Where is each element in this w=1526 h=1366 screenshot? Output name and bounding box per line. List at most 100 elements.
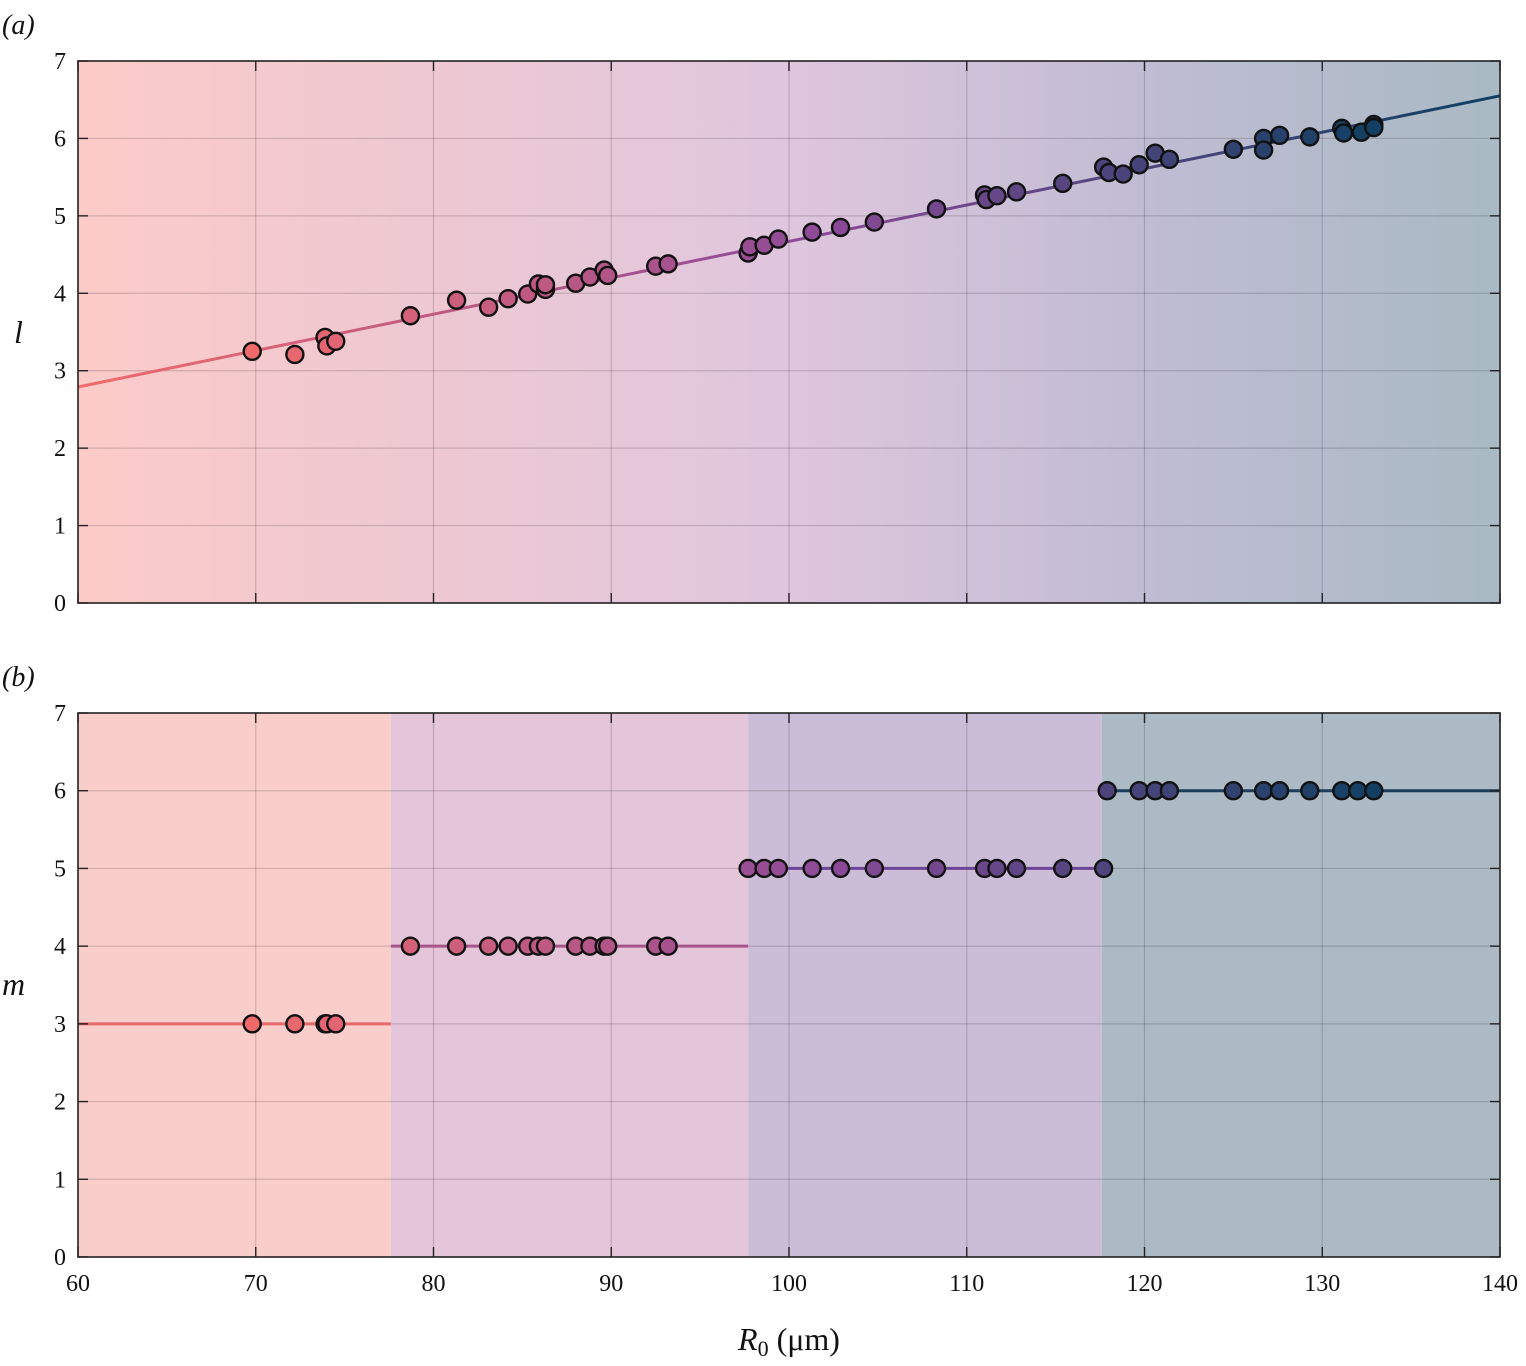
data-point (1159, 149, 1180, 170)
data-point (802, 858, 822, 879)
band-m4 (390, 713, 749, 1257)
data-point (1269, 125, 1290, 146)
data-point (1006, 182, 1027, 202)
x-tick-label: 100 (771, 1271, 807, 1297)
data-point (1253, 781, 1274, 801)
data-point (1129, 781, 1149, 801)
data-point (1129, 155, 1149, 175)
data-point (1093, 858, 1114, 879)
data-point (926, 858, 947, 879)
data-point (478, 936, 499, 956)
y-tick-label: 0 (54, 1245, 66, 1271)
y-tick-label: 3 (54, 1012, 66, 1038)
data-point (658, 254, 678, 274)
y-tick-label: 3 (54, 359, 66, 385)
data-point (1364, 117, 1384, 138)
y-tick-label: 7 (54, 701, 66, 727)
y-tick-label: 2 (54, 1090, 66, 1116)
data-point (1300, 781, 1320, 801)
data-point (864, 858, 885, 879)
band-m5 (748, 713, 1102, 1257)
data-point (285, 344, 305, 365)
panel-b-ticks (77, 712, 1501, 1258)
data-point (1223, 139, 1244, 159)
panel-b: 0 1 2 3 4 5 6 7 60 70 80 90 100 110 120 130 140 (b) m R… (2, 662, 1518, 1361)
data-point (498, 289, 518, 309)
data-point (1053, 173, 1073, 194)
data-point (242, 1014, 262, 1034)
data-point (535, 275, 556, 295)
panel-b-label: (b) (2, 662, 35, 693)
data-point (1097, 781, 1117, 801)
band-m6 (1101, 713, 1500, 1257)
data-point (242, 341, 262, 362)
panel-a-ticks (77, 60, 1501, 604)
panel-a-grid (78, 61, 1500, 603)
data-point (830, 858, 851, 879)
y-tick-label: 4 (54, 934, 66, 960)
data-point (1006, 858, 1027, 879)
x-tick-label: 130 (1304, 1271, 1340, 1297)
panel-a-points (242, 114, 1384, 365)
data-point (1223, 781, 1244, 801)
data-point (802, 222, 822, 242)
y-tick-label: 0 (54, 591, 66, 617)
y-tick-label: 1 (54, 1167, 66, 1193)
x-tick-label: 60 (66, 1271, 90, 1297)
panel-b-bands (78, 713, 1500, 1257)
data-point (864, 212, 885, 232)
data-point (1364, 781, 1384, 801)
data-point (1300, 127, 1320, 147)
data-point (326, 331, 346, 351)
data-point (1348, 781, 1368, 801)
data-point (597, 265, 618, 286)
panel-b-y-tick-labels: 0 1 2 3 4 5 6 7 (54, 701, 66, 1271)
panel-b-y-axis-label: m (2, 966, 25, 1002)
band-m3 (78, 713, 391, 1257)
data-point (768, 229, 789, 249)
data-point (987, 858, 1007, 879)
data-point (1113, 164, 1133, 184)
panel-a-label: (a) (2, 10, 35, 41)
data-point (446, 290, 467, 310)
data-point (768, 858, 789, 879)
y-tick-label: 1 (54, 514, 66, 540)
panel-a-y-tick-labels: 0 1 2 3 4 5 6 7 (54, 49, 66, 617)
data-point (1269, 781, 1290, 801)
data-point (738, 858, 758, 879)
panel-a-y-axis-label: l (14, 314, 23, 350)
x-tick-label: 120 (1127, 1271, 1163, 1297)
panel-b-x-tick-labels: 60 70 80 90 100 110 120 130 140 (66, 1271, 1518, 1297)
y-tick-label: 5 (54, 856, 66, 882)
x-tick-label: 90 (599, 1271, 623, 1297)
data-point (400, 936, 421, 956)
data-point (1332, 781, 1352, 801)
data-point (926, 199, 947, 219)
y-tick-label: 2 (54, 436, 66, 462)
x-tick-label: 80 (422, 1271, 446, 1297)
x-axis-label: R0 (μm) (737, 1321, 840, 1361)
panel-b-points (242, 781, 1384, 1034)
data-point (1053, 858, 1073, 879)
data-point (1159, 781, 1180, 801)
data-point (987, 186, 1007, 206)
data-point (1333, 123, 1354, 143)
data-point (285, 1014, 305, 1034)
x-tick-label: 140 (1482, 1271, 1518, 1297)
data-point (446, 936, 467, 956)
data-point (478, 297, 499, 317)
y-tick-label: 4 (54, 281, 66, 307)
x-tick-label: 70 (244, 1271, 268, 1297)
data-point (597, 936, 618, 956)
y-tick-label: 5 (54, 204, 66, 230)
data-point (830, 217, 851, 238)
data-point (400, 306, 421, 326)
data-point (498, 936, 518, 956)
panel-a: 0 1 2 3 4 5 6 7 (a) l (2, 10, 1501, 617)
y-tick-label: 6 (54, 126, 66, 152)
data-point (658, 936, 678, 956)
data-point (1253, 140, 1274, 160)
y-tick-label: 6 (54, 779, 66, 805)
y-tick-label: 7 (54, 49, 66, 75)
